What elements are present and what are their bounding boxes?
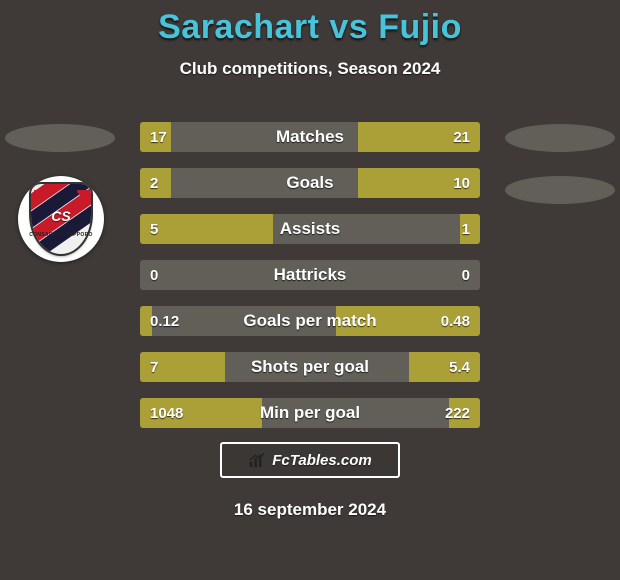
- stat-row: 0.120.48Goals per match: [140, 306, 480, 336]
- stat-value-right: 1: [462, 214, 470, 244]
- stat-value-left: 5: [150, 214, 158, 244]
- brand-chart-icon: [248, 451, 266, 469]
- stat-value-left: 17: [150, 122, 167, 152]
- club-crest: CS CONSADOLE SAPPORO: [18, 176, 104, 262]
- page-subtitle: Club competitions, Season 2024: [0, 59, 620, 79]
- brand-box: FcTables.com: [220, 442, 400, 478]
- stat-row: 00Hattricks: [140, 260, 480, 290]
- stat-row: 1048222Min per goal: [140, 398, 480, 428]
- stat-value-left: 1048: [150, 398, 183, 428]
- stat-value-left: 0.12: [150, 306, 179, 336]
- badge-placeholder: [5, 124, 115, 152]
- stat-row: 210Goals: [140, 168, 480, 198]
- left-badge-column: [0, 124, 120, 176]
- stat-row: 51Assists: [140, 214, 480, 244]
- stat-value-left: 7: [150, 352, 158, 382]
- stat-value-right: 21: [453, 122, 470, 152]
- comparison-chart: 1721Matches210Goals51Assists00Hattricks0…: [140, 122, 480, 444]
- stat-value-left: 0: [150, 260, 158, 290]
- stat-row: 75.4Shots per goal: [140, 352, 480, 382]
- stat-value-right: 0: [462, 260, 470, 290]
- badge-placeholder: [505, 124, 615, 152]
- stat-row: 1721Matches: [140, 122, 480, 152]
- brand-text: FcTables.com: [272, 452, 371, 469]
- stat-value-right: 0.48: [441, 306, 470, 336]
- date-text: 16 september 2024: [0, 500, 620, 520]
- stat-value-right: 5.4: [449, 352, 470, 382]
- crest-band-text: CONSADOLE SAPPORO: [18, 232, 104, 238]
- stat-value-right: 222: [445, 398, 470, 428]
- right-badge-column: [500, 124, 620, 228]
- badge-placeholder: [505, 176, 615, 204]
- stat-value-left: 2: [150, 168, 158, 198]
- stat-fill-left: [140, 214, 273, 244]
- stat-value-right: 10: [453, 168, 470, 198]
- page-title: Sarachart vs Fujio: [0, 0, 620, 47]
- crest-initials: CS: [51, 208, 70, 224]
